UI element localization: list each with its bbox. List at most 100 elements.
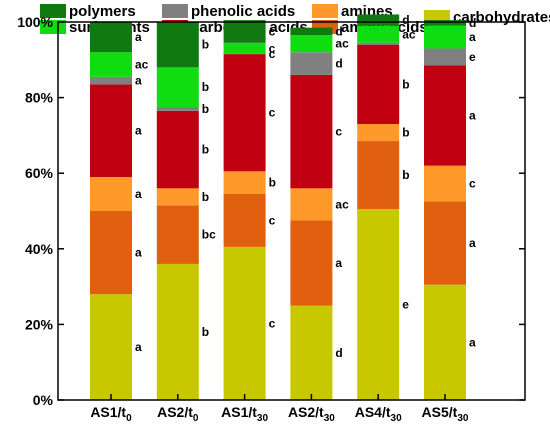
legend-label-phenolic-acids: phenolic acids bbox=[191, 3, 295, 20]
sig-label-amines-0: a bbox=[135, 187, 142, 201]
bar-segment-surfactants-3 bbox=[290, 35, 333, 53]
sig-label-phenolic-acids-0: a bbox=[135, 74, 142, 88]
sig-label-polymers-5: d bbox=[469, 16, 476, 30]
bar-segment-amines-5 bbox=[424, 165, 466, 202]
sig-label-carbohydrates-4: e bbox=[402, 298, 409, 312]
bar-segment-polymers-5 bbox=[424, 20, 466, 26]
bar-segment-surfactants-5 bbox=[424, 25, 466, 49]
sig-label-carboxylic-acids-3: c bbox=[335, 125, 342, 139]
sig-label-carboxylic-acids-4: b bbox=[402, 77, 409, 91]
bar-segment-amines-2 bbox=[223, 171, 266, 194]
sig-label-phenolic-acids-1: b bbox=[202, 102, 209, 116]
bar-segment-carboxylic-acids-5 bbox=[424, 65, 466, 166]
bar-segment-carboxylic-acids-0 bbox=[90, 84, 132, 177]
y-tick-label-4: 80% bbox=[25, 90, 54, 106]
bar-segment-carboxylic-acids-4 bbox=[357, 44, 400, 125]
bar-segment-amines-3 bbox=[290, 188, 333, 221]
bar-segment-carboxylic-acids-3 bbox=[290, 74, 333, 189]
y-tick-label-1: 20% bbox=[25, 316, 54, 332]
x-tick-label-3: AS2/t30 bbox=[288, 404, 335, 424]
sig-label-amino-acids-1: bc bbox=[202, 228, 216, 242]
legend-swatch-phenolic-acids bbox=[162, 4, 188, 18]
bar-segment-amino-acids-1 bbox=[156, 205, 199, 264]
sig-label-carboxylic-acids-5: a bbox=[469, 109, 476, 123]
bar-segment-phenolic-acids-4 bbox=[357, 42, 400, 45]
bar-segment-amines-0 bbox=[90, 176, 132, 211]
sig-label-amino-acids-5: a bbox=[469, 236, 476, 250]
sig-label-amino-acids-0: a bbox=[135, 246, 142, 260]
bar-segment-amino-acids-2 bbox=[223, 193, 266, 247]
x-tick-label-4: AS4/t30 bbox=[355, 404, 402, 424]
sig-label-polymers-1: b bbox=[202, 38, 209, 52]
sig-label-amines-1: b bbox=[202, 190, 209, 204]
sig-label-surfactants-4: ac bbox=[402, 27, 416, 41]
sig-label-phenolic-acids-2: c bbox=[269, 47, 276, 61]
bar-segment-polymers-2 bbox=[223, 20, 266, 43]
bar-segment-phenolic-acids-1 bbox=[156, 107, 199, 111]
bar-segment-carbohydrates-4 bbox=[357, 209, 400, 400]
sig-label-polymers-4: d bbox=[402, 13, 409, 27]
sig-label-carboxylic-acids-2: c bbox=[269, 106, 276, 120]
bar-segment-amino-acids-3 bbox=[290, 220, 333, 306]
bar-segment-carboxylic-acids-2 bbox=[223, 54, 266, 172]
x-tick-label-2: AS1/t30 bbox=[221, 404, 268, 424]
bar-segment-carbohydrates-1 bbox=[156, 263, 199, 400]
bar-segment-surfactants-0 bbox=[90, 52, 132, 77]
x-tick-label-5: AS5/t30 bbox=[422, 404, 469, 424]
bars bbox=[90, 14, 466, 400]
significance-labels: aaaaaacabbcbbbbbccbccccdaaccdacdebbbacda… bbox=[135, 13, 476, 360]
y-tick-label-5: 100% bbox=[17, 14, 53, 30]
sig-label-amino-acids-4: b bbox=[402, 168, 409, 182]
sig-label-amines-5: c bbox=[469, 177, 476, 191]
sig-label-amines-4: b bbox=[402, 126, 409, 140]
bar-segment-carbohydrates-3 bbox=[290, 305, 333, 400]
sig-label-phenolic-acids-3: d bbox=[335, 57, 342, 71]
legend-swatch-polymers bbox=[40, 4, 66, 18]
sig-label-polymers-2: c bbox=[269, 24, 276, 38]
bar-segment-surfactants-1 bbox=[156, 67, 199, 108]
legend-swatch-surfactants bbox=[40, 20, 66, 34]
plot-frame bbox=[57, 21, 526, 401]
sig-label-polymers-3: d bbox=[335, 24, 342, 38]
bar-segment-carboxylic-acids-1 bbox=[156, 110, 199, 189]
sig-label-carbohydrates-2: c bbox=[269, 316, 276, 330]
sig-label-polymers-0: a bbox=[135, 30, 142, 44]
bar-segment-polymers-0 bbox=[90, 22, 132, 53]
y-tick-label-0: 0% bbox=[33, 392, 54, 408]
bar-segment-amines-4 bbox=[357, 124, 400, 142]
bar-segment-surfactants-2 bbox=[223, 42, 266, 55]
sig-label-amines-2: b bbox=[269, 176, 276, 190]
sig-label-amino-acids-3: a bbox=[335, 256, 342, 270]
sig-label-surfactants-3: ac bbox=[335, 37, 349, 51]
sig-label-surfactants-1: b bbox=[202, 80, 209, 94]
sig-label-carboxylic-acids-0: a bbox=[135, 124, 142, 138]
sig-label-phenolic-acids-5: e bbox=[469, 50, 476, 64]
sig-label-carboxylic-acids-1: b bbox=[202, 143, 209, 157]
legend-swatch-amines bbox=[312, 4, 338, 18]
bar-segment-amino-acids-4 bbox=[357, 141, 400, 210]
bar-segment-carbohydrates-5 bbox=[424, 284, 466, 400]
sig-label-carbohydrates-0: a bbox=[135, 340, 142, 354]
sig-label-surfactants-2: c bbox=[269, 41, 276, 55]
sig-label-amines-3: ac bbox=[335, 197, 349, 211]
bar-segment-polymers-4 bbox=[357, 14, 400, 26]
bar-segment-phenolic-acids-5 bbox=[424, 48, 466, 66]
bar-segment-amino-acids-5 bbox=[424, 201, 466, 285]
legend-label-carbohydrates: carbohydrates bbox=[453, 9, 550, 26]
sig-label-carbohydrates-3: d bbox=[335, 346, 342, 360]
y-tick-label-2: 40% bbox=[25, 241, 54, 257]
bar-segment-polymers-1 bbox=[156, 22, 199, 68]
x-tick-label-1: AS2/t0 bbox=[157, 404, 199, 424]
axes: 0% 20% 40% 60% 80% 100% AS1/t0 AS2/t0 AS1/t30 AS2… bbox=[17, 14, 526, 424]
sig-label-surfactants-0: ac bbox=[135, 58, 149, 72]
legend-label-polymers: polymers bbox=[69, 3, 136, 20]
bar-segment-carbohydrates-0 bbox=[90, 294, 132, 400]
x-tick-label-0: AS1/t0 bbox=[90, 404, 132, 424]
bar-segment-phenolic-acids-0 bbox=[90, 76, 132, 85]
bar-segment-phenolic-acids-3 bbox=[290, 52, 333, 75]
sig-label-amino-acids-2: c bbox=[269, 213, 276, 227]
sig-label-carbohydrates-1: b bbox=[202, 325, 209, 339]
bar-segment-carbohydrates-2 bbox=[223, 246, 266, 400]
y-tick-label-3: 60% bbox=[25, 165, 54, 181]
